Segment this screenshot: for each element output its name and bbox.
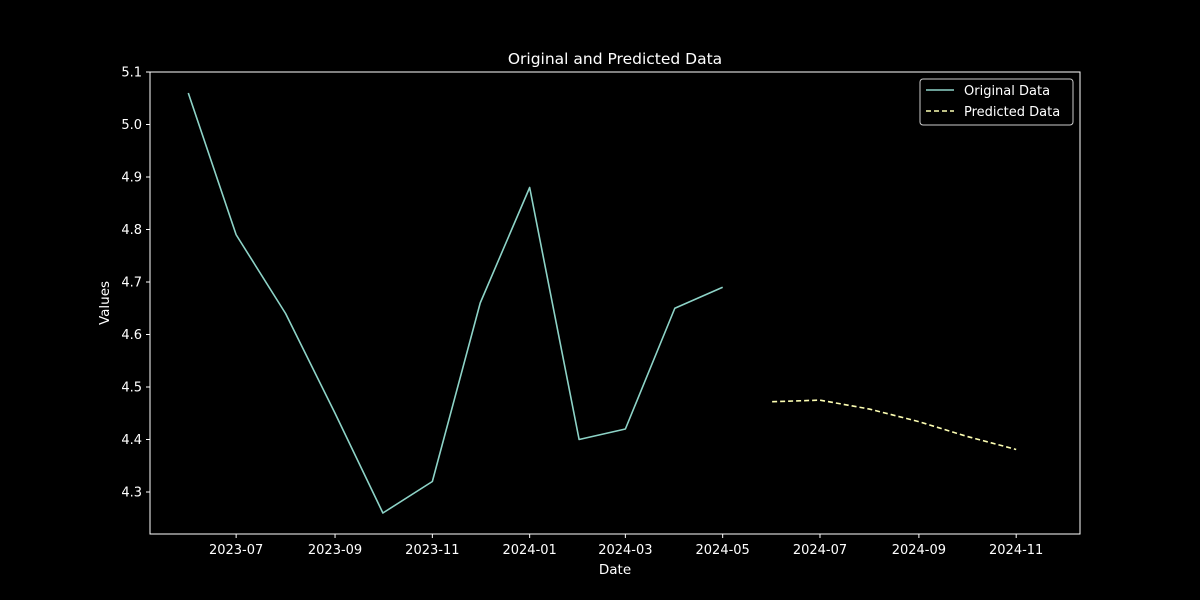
y-tick-label: 4.7 — [121, 276, 142, 291]
predicted-data-line — [772, 399, 1017, 451]
legend-label-predicted: Predicted Data — [964, 105, 1060, 120]
x-tick-label: 2023-09 — [308, 543, 362, 558]
plot-area-frame — [149, 71, 1081, 535]
x-axis-label: Date — [599, 562, 631, 578]
legend: Original Data Predicted Data — [919, 78, 1074, 126]
y-tick-label: 5.1 — [121, 66, 142, 81]
x-tick-label: 2024-09 — [892, 543, 946, 558]
series-layer — [187, 92, 1017, 514]
x-tick-label: 2024-07 — [793, 543, 847, 558]
x-tick-label: 2024-01 — [502, 543, 556, 558]
y-axis-label: Values — [97, 281, 113, 325]
x-tick-label: 2024-11 — [989, 543, 1043, 558]
x-tick-label: 2023-07 — [209, 543, 263, 558]
x-tick-label: 2024-03 — [598, 543, 652, 558]
y-tick-label: 4.6 — [121, 328, 142, 343]
y-tick-label: 4.5 — [121, 381, 142, 396]
original-data-line — [187, 92, 724, 514]
y-tick-label: 5.0 — [121, 118, 142, 133]
legend-box — [919, 78, 1074, 126]
y-tick-label: 4.3 — [121, 486, 142, 501]
chart-title: Original and Predicted Data — [508, 50, 722, 68]
y-tick-label: 4.9 — [121, 171, 142, 186]
x-tick-label: 2023-11 — [405, 543, 459, 558]
x-tick-label: 2024-05 — [696, 543, 750, 558]
legend-label-original: Original Data — [964, 84, 1050, 99]
x-axis-ticks: 2023-07 2023-09 2023-11 2024-01 2024-03 2024-… — [209, 534, 1043, 558]
y-tick-label: 4.4 — [121, 433, 142, 448]
y-tick-label: 4.8 — [121, 223, 142, 238]
y-axis-ticks: 4.3 4.4 4.5 4.6 4.7 4.8 4.9 5.0 5.1 — [121, 66, 150, 501]
